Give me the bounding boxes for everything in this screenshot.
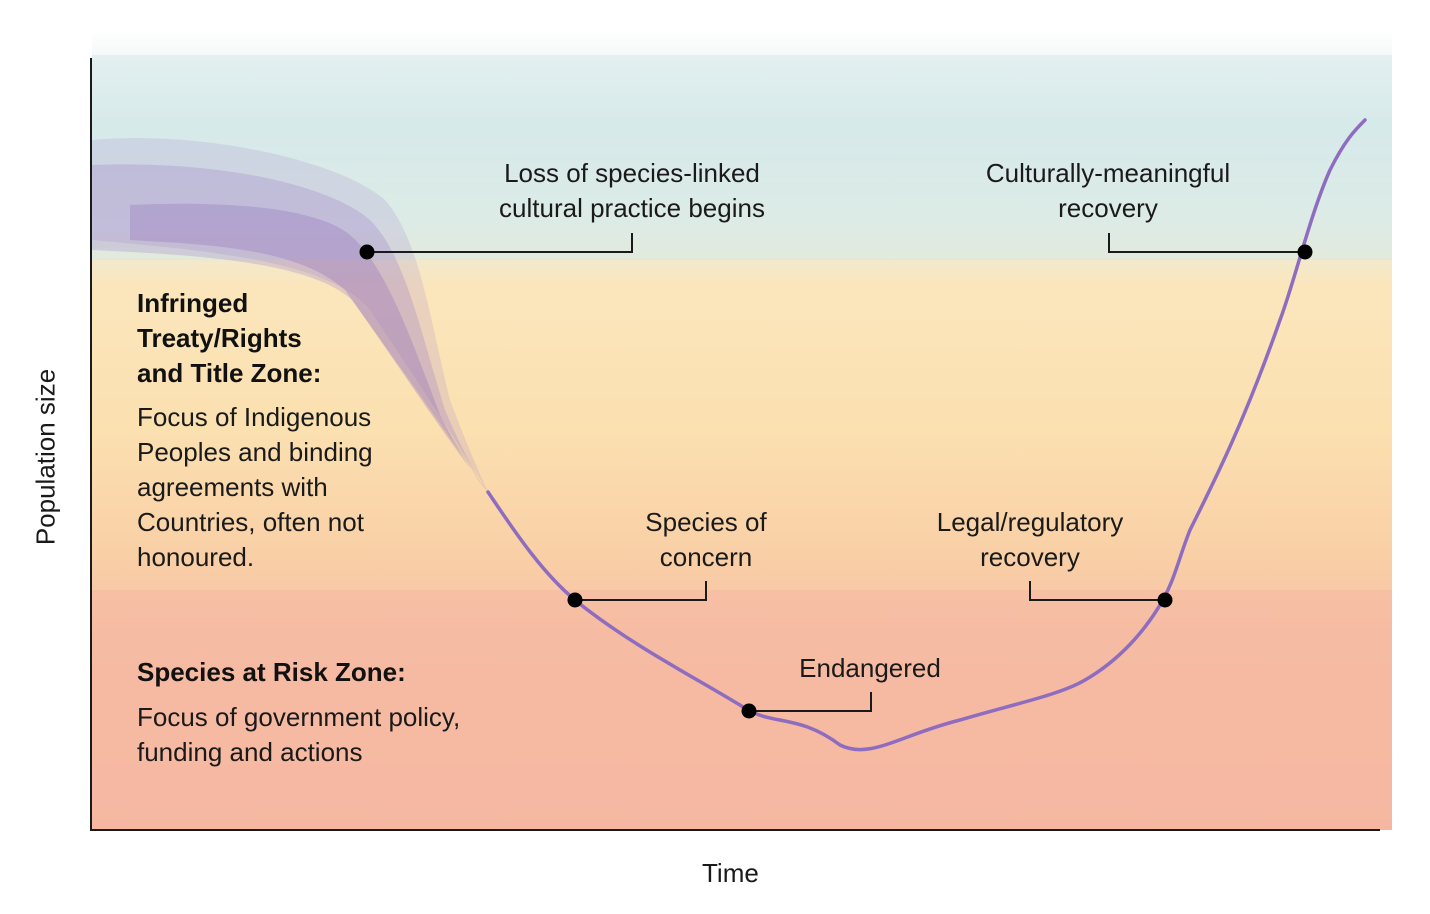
leader-lines — [367, 233, 1305, 712]
label-species-of-concern: Species of concern — [645, 507, 767, 572]
zone-title-treaty: Infringed Treaty/Rights and Title Zone: — [137, 288, 322, 388]
zone-description-risk: Focus of government policy, funding and … — [137, 702, 461, 767]
y-axis-label: Population size — [30, 368, 61, 546]
marker-species-of-concern — [567, 592, 583, 608]
uncertainty-fan — [92, 138, 488, 492]
zone-title-risk: Species at Risk Zone: — [137, 657, 406, 687]
label-endangered: Endangered — [799, 653, 941, 683]
marker-cultural-recovery — [1297, 244, 1313, 260]
cultural-band — [92, 55, 1392, 260]
milestone-markers — [359, 244, 1313, 719]
marker-endangered — [741, 703, 757, 719]
zone-description-treaty: Focus of Indigenous Peoples and binding … — [137, 402, 373, 572]
label-cultural-loss: Loss of species-linked cultural practice… — [499, 158, 765, 223]
label-cultural-recovery: Culturally-meaningful recovery — [985, 158, 1231, 223]
x-axis-label: Time — [702, 858, 759, 888]
label-legal-recovery: Legal/regulatory recovery — [936, 507, 1124, 572]
marker-legal-recovery — [1157, 592, 1173, 608]
population-curve — [486, 118, 1367, 752]
marker-cultural-loss — [359, 244, 375, 260]
